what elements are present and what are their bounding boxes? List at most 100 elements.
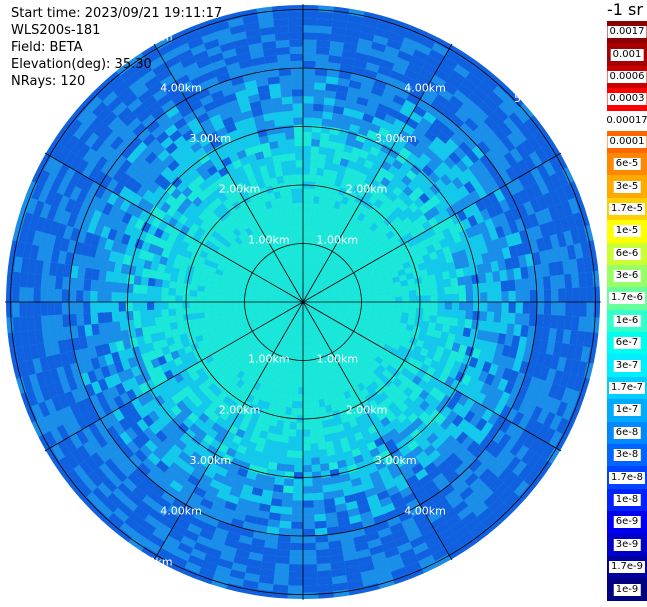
range-gate bbox=[334, 316, 342, 322]
range-gate bbox=[303, 309, 305, 317]
range-gate bbox=[268, 292, 276, 297]
range-gate bbox=[323, 491, 335, 500]
range-gate bbox=[304, 308, 308, 316]
range-gate bbox=[315, 307, 323, 312]
range-gate bbox=[319, 189, 327, 198]
range-gate bbox=[356, 316, 365, 322]
range-gate bbox=[348, 264, 357, 272]
range-gate bbox=[327, 284, 335, 290]
range-gate bbox=[294, 131, 303, 140]
range-gate bbox=[274, 118, 285, 127]
range-gate bbox=[345, 259, 353, 267]
range-gate bbox=[293, 290, 299, 297]
range-gate bbox=[336, 259, 344, 267]
range-gate bbox=[369, 381, 379, 391]
range-gate bbox=[297, 322, 300, 331]
range-gate bbox=[275, 397, 283, 407]
range-gate bbox=[268, 246, 275, 255]
range-gate bbox=[201, 332, 211, 341]
range-gate bbox=[271, 261, 278, 269]
range-gate bbox=[272, 11, 289, 20]
range-gate bbox=[305, 280, 308, 289]
range-gate bbox=[288, 167, 297, 175]
range-gate bbox=[104, 281, 113, 292]
range-gate bbox=[487, 291, 495, 302]
range-gate bbox=[285, 289, 292, 295]
range-gate bbox=[323, 104, 335, 113]
range-gate bbox=[423, 295, 431, 302]
range-gate bbox=[242, 238, 251, 247]
range-gate bbox=[255, 349, 263, 358]
range-gate bbox=[277, 139, 287, 148]
range-gate bbox=[357, 313, 366, 319]
range-gate bbox=[288, 160, 296, 168]
range-gate bbox=[294, 259, 298, 268]
range-gate bbox=[269, 287, 278, 292]
range-gate bbox=[289, 296, 297, 300]
range-gate bbox=[317, 11, 334, 20]
range-gate bbox=[291, 507, 303, 515]
range-gate bbox=[355, 319, 364, 325]
range-gate bbox=[203, 337, 213, 346]
range-gate bbox=[289, 303, 297, 307]
range-gate bbox=[251, 261, 259, 269]
range-gate bbox=[405, 272, 415, 280]
range-gate bbox=[371, 281, 380, 288]
range-gate bbox=[231, 240, 240, 249]
range-gate bbox=[348, 332, 357, 340]
range-gate bbox=[231, 375, 241, 385]
range-gate bbox=[335, 401, 344, 410]
range-gate bbox=[269, 254, 276, 262]
range-gate bbox=[291, 195, 298, 204]
range-gate bbox=[218, 336, 228, 344]
range-gate bbox=[303, 549, 317, 558]
range-gate bbox=[260, 302, 268, 305]
range-gate bbox=[292, 96, 303, 104]
range-gate bbox=[253, 259, 261, 267]
range-gate bbox=[303, 302, 305, 309]
range-gate bbox=[312, 393, 319, 401]
range-gate bbox=[299, 308, 302, 316]
range-gate bbox=[269, 381, 277, 390]
range-gate bbox=[262, 250, 270, 258]
range-gate bbox=[303, 89, 315, 97]
range-gate bbox=[210, 302, 218, 307]
range-gate bbox=[323, 276, 330, 284]
range-gate bbox=[241, 365, 250, 374]
range-gate bbox=[274, 563, 290, 572]
range-gate bbox=[283, 478, 294, 487]
range-gate bbox=[213, 239, 223, 248]
range-gate bbox=[270, 97, 283, 106]
range-gate bbox=[359, 362, 369, 371]
range-gate bbox=[451, 302, 460, 311]
range-gate bbox=[350, 352, 359, 361]
range-gate bbox=[288, 210, 295, 218]
range-gate bbox=[198, 322, 208, 330]
range-gate bbox=[507, 279, 516, 292]
range-gate bbox=[303, 287, 305, 295]
range-gate bbox=[19, 302, 27, 317]
range-gate bbox=[303, 464, 312, 473]
range-gate bbox=[281, 362, 287, 371]
range-gate bbox=[345, 222, 354, 231]
range-gate bbox=[253, 296, 261, 300]
range-gate bbox=[340, 279, 349, 285]
range-gate bbox=[132, 310, 141, 320]
range-gate bbox=[291, 275, 296, 283]
range-gate bbox=[252, 373, 261, 382]
range-gate bbox=[290, 320, 295, 328]
range-gate bbox=[303, 11, 319, 19]
range-gate bbox=[310, 260, 315, 268]
range-gate bbox=[358, 343, 367, 352]
range-gate bbox=[382, 252, 392, 261]
range-gate bbox=[318, 196, 326, 205]
range-gate bbox=[309, 304, 316, 309]
range-gate bbox=[305, 330, 309, 338]
range-gate bbox=[231, 251, 240, 260]
range-gate bbox=[324, 161, 333, 171]
range-gate bbox=[250, 354, 259, 363]
range-gate bbox=[360, 388, 370, 398]
range-gate bbox=[276, 46, 291, 56]
range-gate bbox=[323, 267, 330, 275]
range-gate bbox=[315, 174, 323, 183]
